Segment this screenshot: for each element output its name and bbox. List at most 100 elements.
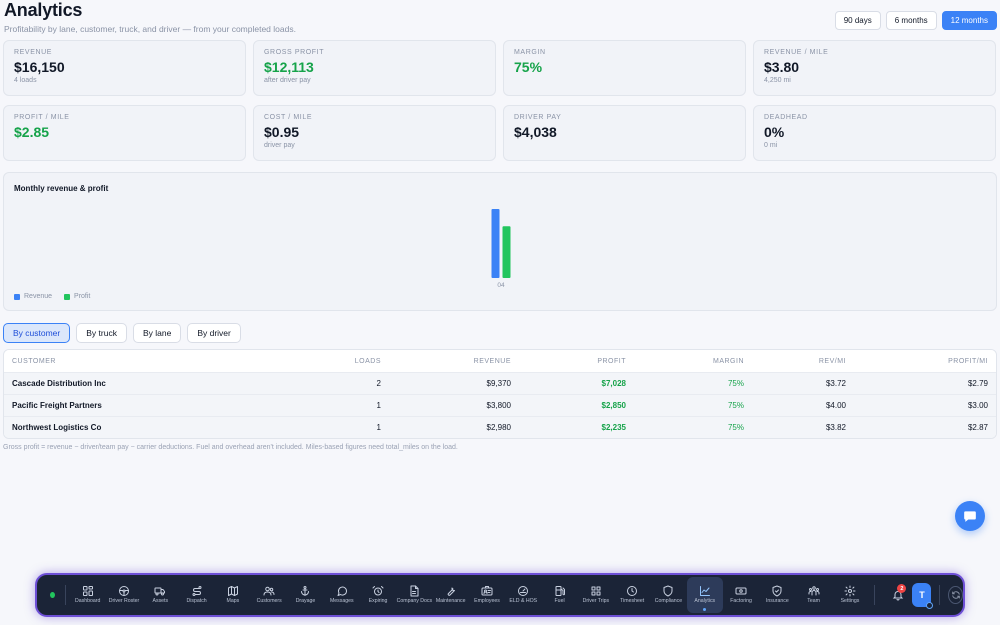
dock-divider — [874, 585, 875, 605]
dock-item-drayage[interactable]: Drayage — [287, 577, 323, 613]
kpi-value: 0% — [764, 124, 785, 140]
message-icon — [336, 585, 348, 597]
dock-item-dashboard[interactable]: Dashboard — [70, 577, 106, 613]
kpi-card-gross-profit: Gross profit $12,113 after driver pay — [253, 40, 496, 96]
kpi-grid: Revenue $16,150 4 loads Gross profit $12… — [3, 40, 997, 161]
bar-revenue-04[interactable] — [491, 209, 500, 278]
dock-item-factoring[interactable]: Factoring — [723, 577, 759, 613]
dock-item-label: Insurance — [765, 598, 789, 605]
clock-icon — [626, 585, 638, 597]
kpi-value: $16,150 — [14, 59, 65, 75]
column-header-revenue[interactable]: Revenue — [473, 357, 511, 365]
dock-divider — [64, 585, 66, 605]
dock-item-team[interactable]: Team — [796, 577, 832, 613]
dock-item-driver-roster[interactable]: Driver Roster — [106, 577, 142, 613]
kpi-label: Driver pay — [514, 114, 562, 121]
cell-loads: 1 — [376, 423, 381, 432]
kpi-label: Revenue — [14, 49, 53, 56]
footnote: Gross profit = revenue − driver/team pay… — [3, 444, 458, 451]
cell-rev-per-mile: $3.82 — [825, 423, 846, 432]
legend-swatch-profit — [64, 293, 71, 300]
kpi-value: 75% — [514, 59, 543, 75]
kpi-label: Cost / mile — [264, 114, 313, 121]
users-icon — [263, 585, 275, 597]
dock-item-compliance[interactable]: Compliance — [650, 577, 686, 613]
dock-item-dispatch[interactable]: Dispatch — [178, 577, 214, 613]
notifications-button[interactable]: 2 — [889, 584, 907, 601]
column-header-profit-per-mile[interactable]: Profit/mi — [948, 357, 988, 365]
dock-item-maps[interactable]: Maps — [215, 577, 251, 613]
cell-revenue: $2,980 — [486, 423, 511, 432]
map-icon — [227, 585, 239, 597]
cell-profit-per-mile: $3.00 — [967, 401, 988, 410]
dock-item-employees[interactable]: Employees — [469, 577, 505, 613]
dock-item-driver-trips[interactable]: Driver Trips — [578, 577, 614, 613]
dock-item-label: Employees — [474, 598, 500, 605]
cell-revenue: $3,800 — [486, 401, 511, 410]
dock-item-messages[interactable]: Messages — [324, 577, 360, 613]
dock-item-label: Dispatch — [186, 598, 207, 605]
tab-by-lane[interactable]: By lane — [132, 323, 182, 343]
tab-by-customer[interactable]: By customer — [3, 323, 71, 343]
range-6-months-button[interactable]: 6 months — [885, 11, 937, 30]
cash-icon — [735, 585, 747, 597]
range-90-days-button[interactable]: 90 days — [834, 11, 881, 30]
kpi-card-revenue: Revenue $16,150 4 loads — [3, 40, 246, 96]
dock-item-analytics[interactable]: Analytics — [686, 577, 723, 613]
chat-button[interactable] — [955, 501, 985, 531]
kpi-subtext: driver pay — [264, 142, 295, 149]
breakdown-table: Customer Loads Revenue Profit Margin Rev… — [3, 349, 997, 439]
dock-item-label: Customers — [256, 598, 282, 605]
dock-item-label: Fuel — [554, 598, 565, 605]
kpi-label: Margin — [514, 49, 546, 56]
kpi-card-revenue-per-mile: Revenue / mile $3.80 4,250 mi — [753, 40, 996, 96]
cell-loads: 1 — [376, 401, 381, 410]
user-avatar[interactable]: T — [912, 583, 934, 609]
cell-profit: $2,235 — [601, 423, 626, 432]
kpi-subtext: 0 mi — [764, 142, 778, 149]
dock-item-eld-hos[interactable]: ELD & HOS — [505, 577, 541, 613]
gauge-icon — [517, 585, 529, 597]
cell-rev-per-mile: $4.00 — [825, 401, 846, 410]
steering-wheel-icon — [118, 585, 130, 597]
dock-item-company-docs[interactable]: Company Docs — [396, 577, 432, 613]
chat-bubble-icon — [964, 511, 976, 522]
cell-rev-per-mile: $3.72 — [825, 379, 846, 388]
legend-item-revenue: Revenue — [14, 293, 52, 300]
range-12-months-button[interactable]: 12 months — [941, 11, 997, 30]
bar-profit-04[interactable] — [502, 226, 511, 278]
avatar-initial: T — [919, 590, 925, 600]
date-range-selector: 90 days 6 months 12 months — [834, 11, 997, 30]
dock-item-expiring[interactable]: Expiring — [360, 577, 396, 613]
page-header: Analytics Profitability by lane, custome… — [4, 0, 296, 34]
tab-by-truck[interactable]: By truck — [76, 323, 127, 343]
kpi-label: Deadhead — [764, 114, 808, 121]
fuel-icon — [554, 585, 566, 597]
table-row[interactable]: Cascade Distribution Inc 2 $9,370 $7,028… — [4, 372, 996, 394]
table-row[interactable]: Pacific Freight Partners 1 $3,800 $2,850… — [4, 394, 996, 416]
dock-item-label: Assets — [152, 598, 169, 605]
column-header-customer[interactable]: Customer — [12, 357, 56, 365]
dock-item-timesheet[interactable]: Timesheet — [614, 577, 650, 613]
dock-item-settings[interactable]: Settings — [832, 577, 868, 613]
kpi-subtext: 4 loads — [14, 77, 37, 84]
sync-button[interactable] — [948, 586, 963, 604]
column-header-rev-per-mile[interactable]: Rev/mi — [818, 357, 846, 365]
dock-item-label: Maps — [226, 598, 240, 605]
dock-item-maintenance[interactable]: Maintenance — [433, 577, 469, 613]
breakdown-tabs: By customer By truck By lane By driver — [3, 323, 241, 343]
dock-item-insurance[interactable]: Insurance — [759, 577, 795, 613]
chart-line-icon — [699, 585, 711, 597]
table-row[interactable]: Northwest Logistics Co 1 $2,980 $2,235 7… — [4, 416, 996, 438]
column-header-loads[interactable]: Loads — [354, 357, 381, 365]
gear-icon — [844, 585, 856, 597]
cell-customer: Pacific Freight Partners — [12, 401, 102, 410]
tab-by-driver[interactable]: By driver — [187, 323, 241, 343]
dock-item-fuel[interactable]: Fuel — [541, 577, 577, 613]
dock-item-label: Company Docs — [396, 598, 433, 605]
dock-item-assets[interactable]: Assets — [142, 577, 178, 613]
legend-swatch-revenue — [14, 293, 20, 300]
dock-item-customers[interactable]: Customers — [251, 577, 287, 613]
column-header-margin[interactable]: Margin — [713, 357, 744, 365]
column-header-profit[interactable]: Profit — [597, 357, 626, 365]
